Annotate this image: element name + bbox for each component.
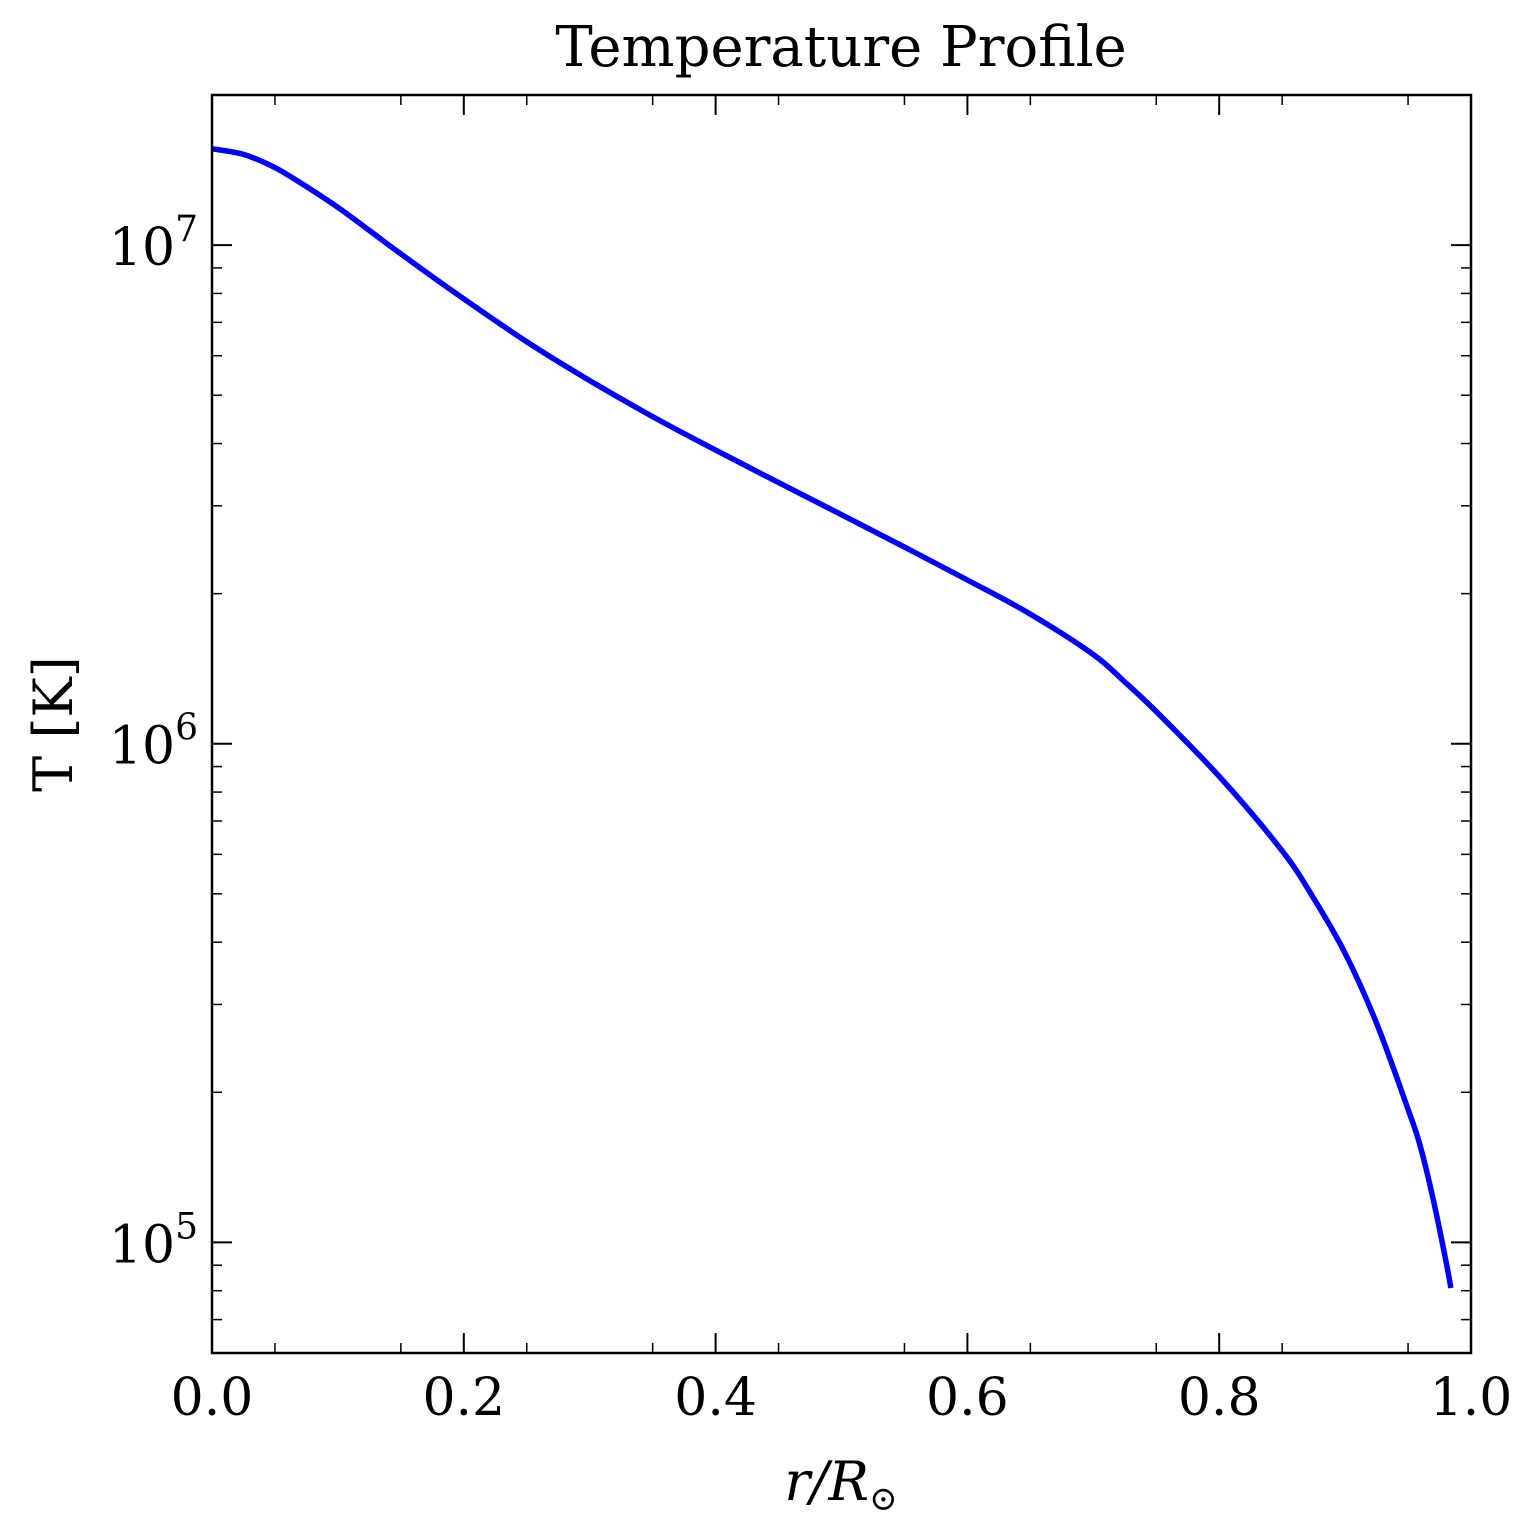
x-axis-label: r/R⊙ bbox=[784, 1450, 897, 1519]
y-tick-label: 105 bbox=[109, 1206, 198, 1275]
x-tick-label: 0.6 bbox=[926, 1368, 1009, 1428]
x-tick-label: 0.8 bbox=[1178, 1368, 1261, 1428]
x-axis-label-subscript: ⊙ bbox=[869, 1479, 898, 1519]
y-tick-label-exponent: 7 bbox=[175, 209, 198, 250]
x-tick-label: 1.0 bbox=[1430, 1368, 1513, 1428]
y-tick-label-base: 10 bbox=[109, 717, 175, 777]
y-tick-label: 106 bbox=[109, 708, 198, 777]
x-tick-label: 0.0 bbox=[171, 1368, 254, 1428]
chart-title: Temperature Profile bbox=[555, 15, 1126, 80]
y-tick-label-exponent: 5 bbox=[175, 1206, 198, 1247]
x-tick-label: 0.2 bbox=[422, 1368, 505, 1428]
y-tick-label: 107 bbox=[109, 209, 198, 278]
y-tick-label-base: 10 bbox=[109, 218, 175, 278]
y-tick-label-exponent: 6 bbox=[175, 708, 198, 749]
x-tick-label: 0.4 bbox=[674, 1368, 757, 1428]
x-axis-label-main: r/R bbox=[784, 1450, 869, 1513]
plot-frame bbox=[210, 93, 1473, 1355]
temperature-series-line bbox=[211, 146, 1454, 1289]
y-tick-label-base: 10 bbox=[109, 1215, 175, 1275]
y-axis-label: T [K] bbox=[22, 656, 85, 792]
